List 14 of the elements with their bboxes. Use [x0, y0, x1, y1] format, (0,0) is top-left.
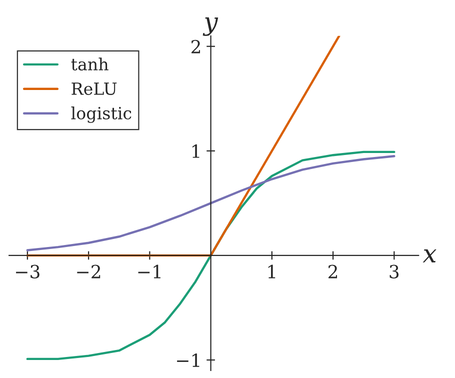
x-axis-title: x — [422, 249, 436, 262]
legend-label: logistic — [71, 106, 132, 123]
x-tick-label: 1 — [268, 264, 276, 278]
legend-label: tanh — [71, 58, 108, 70]
legend-label: ReLU — [72, 82, 117, 95]
x-tick-label: 2 — [328, 264, 338, 278]
x-tick-label: −2 — [77, 264, 100, 278]
y-axis-title: y — [202, 17, 218, 36]
y-tick-label: 1 — [192, 144, 200, 158]
x-tick-label: −3 — [16, 264, 40, 278]
y-tick-label: −1 — [177, 353, 200, 367]
x-tick-label: 3 — [390, 264, 399, 278]
y-tick-label: 2 — [192, 40, 200, 54]
x-tick-label: −1 — [138, 264, 160, 278]
